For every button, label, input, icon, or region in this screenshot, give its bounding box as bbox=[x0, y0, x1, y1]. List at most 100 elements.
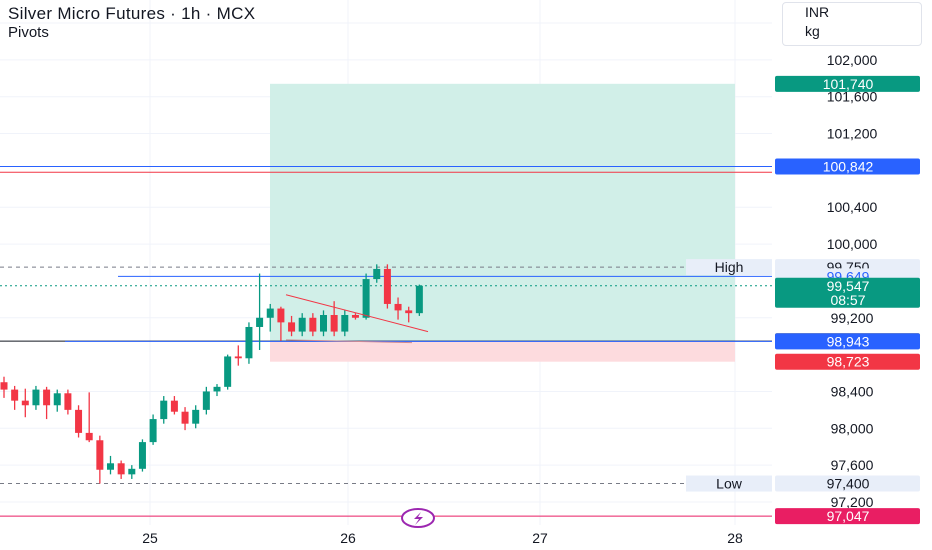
candle-body bbox=[288, 322, 296, 332]
flag-lower-line bbox=[285, 339, 413, 344]
candle-body bbox=[149, 419, 157, 443]
price-tag-1: 100,842 bbox=[823, 159, 874, 175]
candle-body bbox=[394, 303, 402, 311]
price-tag-bg-8 bbox=[775, 475, 920, 492]
candle-body bbox=[320, 315, 327, 332]
price-tag-bg-1 bbox=[775, 158, 920, 175]
candle-3 bbox=[32, 385, 40, 410]
candle-body bbox=[330, 315, 338, 332]
candle-20 bbox=[213, 384, 221, 397]
y-tick-label-1: 97,600 bbox=[831, 457, 874, 473]
candle-body bbox=[202, 391, 210, 410]
price-tag-bg-6 bbox=[775, 333, 920, 350]
candle-8 bbox=[85, 392, 93, 443]
price-tag-bg-9 bbox=[775, 508, 920, 525]
candle-body bbox=[181, 411, 189, 424]
candle-body bbox=[43, 389, 51, 406]
candle-10 bbox=[107, 455, 114, 475]
candle-body bbox=[309, 317, 317, 332]
y-tick-label-4: 99,200 bbox=[831, 310, 874, 326]
candle-33 bbox=[351, 313, 359, 320]
candle-body bbox=[351, 315, 359, 318]
candle-1 bbox=[11, 385, 19, 410]
candle-body bbox=[117, 463, 125, 475]
candle-body bbox=[224, 356, 232, 387]
candle-28 bbox=[298, 313, 306, 337]
candle-body bbox=[266, 308, 274, 318]
chart-title[interactable]: Silver Micro Futures · 1h · MCX bbox=[8, 4, 256, 23]
candle-17 bbox=[181, 407, 189, 431]
candle-body bbox=[138, 442, 146, 469]
candle-32 bbox=[341, 310, 349, 337]
event-marker-icon bbox=[401, 508, 435, 528]
candle-body bbox=[245, 326, 253, 359]
candle-body bbox=[96, 440, 104, 470]
price-tag-timer: 08:57 bbox=[830, 292, 865, 308]
candle-body bbox=[85, 432, 93, 441]
candle-18 bbox=[192, 405, 200, 429]
candle-35 bbox=[373, 264, 381, 283]
price-tag-4: 99,547 bbox=[827, 278, 870, 294]
candle-14 bbox=[149, 414, 157, 445]
candle-34 bbox=[362, 273, 370, 320]
candle-2 bbox=[21, 388, 29, 418]
candle-7 bbox=[75, 405, 83, 438]
candle-0 bbox=[0, 376, 8, 398]
candle-body bbox=[107, 463, 114, 470]
chart-header: Silver Micro Futures · 1h · MCX Pivots bbox=[8, 4, 255, 41]
price-tag-bg-4 bbox=[775, 277, 920, 308]
candle-16 bbox=[170, 396, 178, 415]
candle-body bbox=[128, 468, 136, 475]
candle-9 bbox=[96, 435, 104, 484]
y-tick-label-2: 98,000 bbox=[831, 420, 874, 436]
indicator-label[interactable]: Pivots bbox=[8, 24, 49, 41]
candle-15 bbox=[160, 396, 168, 424]
x-tick-label-2: 27 bbox=[532, 530, 548, 546]
candle-body bbox=[11, 389, 19, 401]
candle-body bbox=[53, 393, 61, 406]
candle-body bbox=[277, 308, 285, 323]
candle-21 bbox=[224, 354, 232, 390]
unit-box[interactable]: INR kg bbox=[782, 2, 922, 46]
candle-39 bbox=[415, 284, 423, 316]
candle-30 bbox=[320, 310, 327, 337]
flag-upper-line bbox=[285, 294, 429, 333]
loss-zone bbox=[270, 341, 735, 362]
y-tick-label-0: 97,200 bbox=[831, 494, 874, 510]
candle-25 bbox=[266, 303, 274, 332]
candle-body bbox=[213, 386, 221, 392]
candle-body bbox=[192, 409, 200, 424]
profit-zone bbox=[270, 83, 735, 342]
candle-19 bbox=[202, 386, 210, 415]
candle-26 bbox=[277, 306, 285, 341]
candle-29 bbox=[309, 313, 317, 337]
price-tag-bg-7 bbox=[775, 353, 920, 370]
y-tick-label-6: 100,400 bbox=[827, 199, 878, 215]
candle-body bbox=[64, 393, 72, 410]
currency-label: INR bbox=[805, 4, 830, 20]
y-tick-label-7: 101,200 bbox=[827, 126, 878, 142]
candle-12 bbox=[128, 465, 136, 479]
x-tick-label-3: 28 bbox=[727, 530, 743, 546]
level-label-bg-0 bbox=[686, 259, 772, 276]
price-tag-9: 97,047 bbox=[827, 508, 870, 524]
x-tick-label-1: 26 bbox=[340, 530, 356, 546]
price-tag-7: 98,723 bbox=[827, 354, 870, 370]
lightning-icon bbox=[414, 512, 423, 525]
candle-body bbox=[373, 268, 381, 280]
level-label-0: High bbox=[715, 259, 744, 275]
candle-body bbox=[415, 285, 423, 314]
candle-body bbox=[32, 389, 40, 406]
candle-22 bbox=[234, 345, 242, 366]
candle-11 bbox=[117, 460, 125, 479]
y-tick-label-3: 98,400 bbox=[831, 383, 874, 399]
candle-27 bbox=[288, 315, 296, 337]
candle-5 bbox=[53, 389, 61, 412]
candle-body bbox=[298, 317, 306, 332]
price-tag-0: 101,740 bbox=[823, 76, 874, 92]
candle-body bbox=[21, 400, 29, 406]
y-tick-label-9: 102,000 bbox=[827, 52, 878, 68]
candle-body bbox=[234, 356, 242, 359]
